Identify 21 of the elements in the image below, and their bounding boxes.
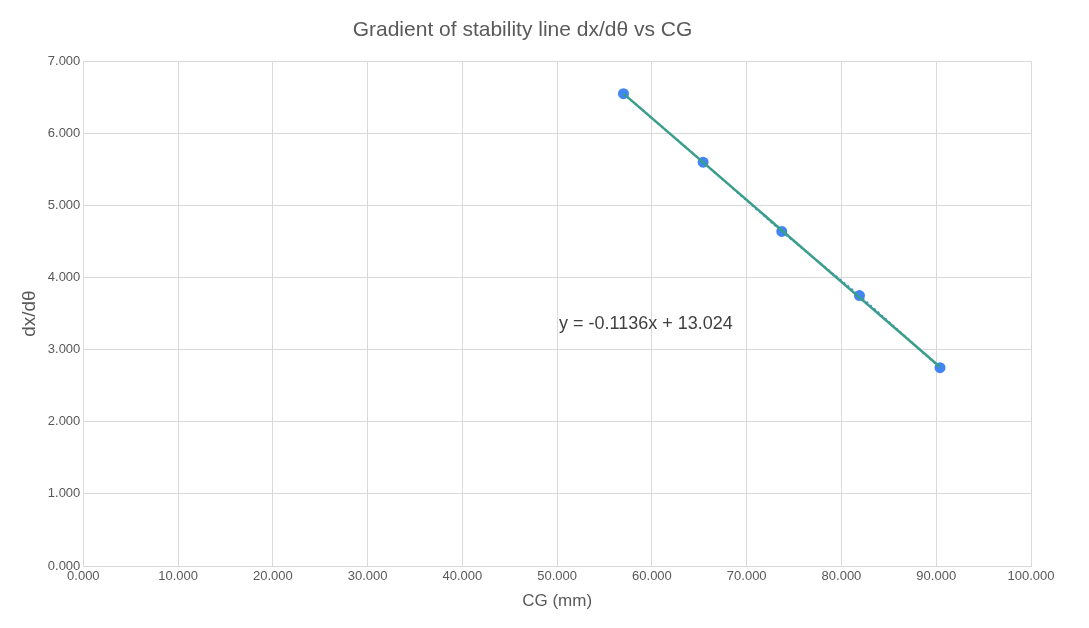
y-tick-label: 2.000 xyxy=(47,413,81,429)
y-tick-label: 6.000 xyxy=(47,124,81,140)
x-tick-label: 90.000 xyxy=(916,568,957,584)
x-tick-label: 70.000 xyxy=(726,568,767,584)
y-tick-label: 5.000 xyxy=(47,197,81,213)
x-tick-label: 50.000 xyxy=(537,568,578,584)
chart-title: Gradient of stability line dx/dθ vs CG xyxy=(352,17,693,41)
x-tick-label: 80.000 xyxy=(821,568,862,584)
x-tick-label: 100.000 xyxy=(1007,568,1055,584)
annotation: y = -0.1136x + 13.024 xyxy=(559,312,733,333)
x-tick-label: 20.000 xyxy=(252,568,293,584)
x-tick-label: 40.000 xyxy=(442,568,483,584)
y-axis-title: dx/dθ xyxy=(17,290,39,337)
x-tick-label: 60.000 xyxy=(632,568,672,584)
y-tick-label: 4.000 xyxy=(47,269,81,285)
y-tick-label: 3.000 xyxy=(47,341,81,357)
y-tick-label: 1.000 xyxy=(47,485,81,501)
y-tick-label: 7.000 xyxy=(47,52,81,68)
x-tick-label: 10.000 xyxy=(158,568,198,584)
x-tick-label: 30.000 xyxy=(347,568,388,584)
x-axis-title: CG (mm) xyxy=(522,591,593,611)
